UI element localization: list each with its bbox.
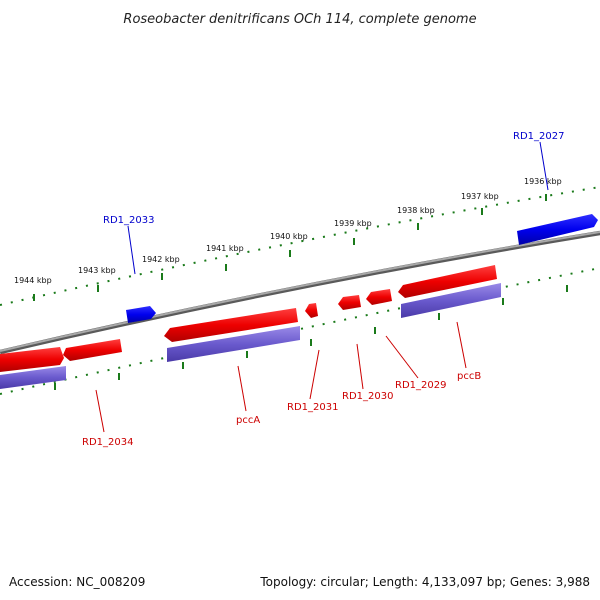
genome-backbone xyxy=(0,231,600,352)
label-rd1-2034[interactable]: RD1_2034 xyxy=(82,437,133,448)
map-title: Roseobacter denitrificans OCh 114, compl… xyxy=(123,12,476,27)
label-rd1-2030[interactable]: RD1_2030 xyxy=(342,391,393,402)
scale-label-1941: 1941 kbp xyxy=(206,244,244,253)
label-rd1-2031[interactable]: RD1_2031 xyxy=(287,402,338,413)
scale-label-1938: 1938 kbp xyxy=(397,206,435,215)
protein-band-pccA xyxy=(167,326,300,362)
scale-label-1944: 1944 kbp xyxy=(14,276,52,285)
leader-pccB xyxy=(456,321,467,369)
protein-band-pccB xyxy=(401,283,501,318)
leader-pccA xyxy=(237,365,247,412)
leader-rd1-2027 xyxy=(539,141,549,191)
gene-rd1-2031[interactable] xyxy=(305,303,318,318)
gene-rd1-2034-part-a xyxy=(0,347,64,372)
label-rd1-2027[interactable]: RD1_2027 xyxy=(513,131,564,142)
gene-rd1-2030[interactable] xyxy=(338,295,361,310)
label-pccA[interactable]: pccA xyxy=(236,415,260,426)
gene-rd1-2033[interactable] xyxy=(126,306,156,323)
scale-label-1937: 1937 kbp xyxy=(461,192,499,201)
scale-track-inner xyxy=(0,267,600,395)
gene-rd1-2027[interactable] xyxy=(517,214,598,245)
scale-label-1939: 1939 kbp xyxy=(334,219,372,228)
leader-rd1-2034 xyxy=(95,389,105,433)
accession-text: Accession: NC_008209 xyxy=(9,575,145,589)
label-rd1-2029[interactable]: RD1_2029 xyxy=(395,380,446,391)
scale-track-outer xyxy=(0,186,600,306)
scale-label-1940: 1940 kbp xyxy=(270,232,308,241)
leader-rd1-2029 xyxy=(385,335,419,379)
scale-label-1942: 1942 kbp xyxy=(142,255,180,264)
scale-major-ticks-outer xyxy=(33,194,547,301)
gene-rd1-2029[interactable] xyxy=(366,289,392,305)
scale-label-1943: 1943 kbp xyxy=(78,266,116,275)
scale-major-ticks-inner xyxy=(54,285,568,390)
leader-rd1-2033 xyxy=(127,225,136,275)
gene-pccB[interactable] xyxy=(398,265,497,298)
protein-band-rd1-2034 xyxy=(0,366,66,389)
leader-rd1-2030 xyxy=(356,343,364,390)
label-pccB[interactable]: pccB xyxy=(457,371,481,382)
genome-summary-text: Topology: circular; Length: 4,133,097 bp… xyxy=(259,575,590,589)
leader-rd1-2031 xyxy=(309,349,320,400)
scale-label-1936: 1936 kbp xyxy=(524,177,562,186)
gene-pccA[interactable] xyxy=(164,308,298,342)
gene-rd1-2034[interactable] xyxy=(63,339,122,361)
label-rd1-2033[interactable]: RD1_2033 xyxy=(103,215,154,226)
